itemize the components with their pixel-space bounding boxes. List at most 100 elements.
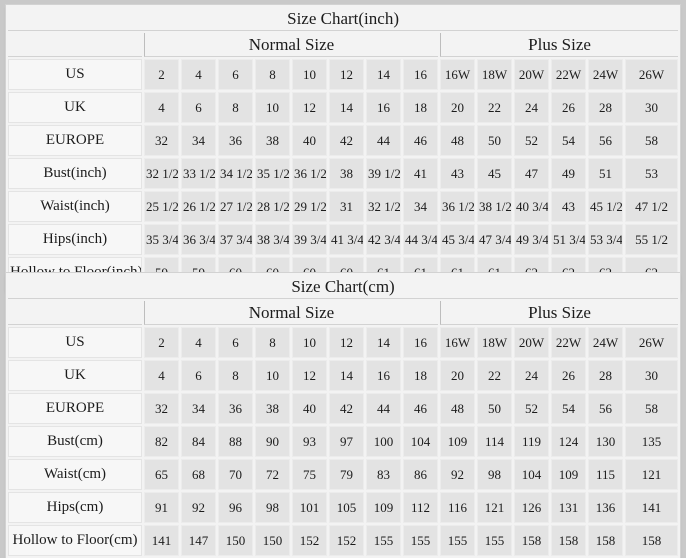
table-row: UK 4 6 8 10 12 14 16 18 20 22 24 26 28 30 xyxy=(8,92,679,123)
size-value-cell: 49 xyxy=(551,158,586,189)
size-value-cell: 45 xyxy=(477,158,512,189)
size-value-cell: 41 3/4 xyxy=(329,224,364,255)
size-value-cell: 121 xyxy=(477,492,512,523)
table-row: US 2 4 6 8 10 12 14 16 16W 18W 20W 22W 24W 26W xyxy=(8,327,679,358)
table-row: Waist(cm) 65 68 70 72 75 79 83 86 92 98 104 109 115 12… xyxy=(8,459,679,490)
size-value-cell: 36 xyxy=(218,393,253,424)
table-row: US 2 4 6 8 10 12 14 16 16W 18W 20W 22W 24W 26W xyxy=(8,59,679,90)
size-value-cell: 10 xyxy=(292,59,327,90)
size-value-cell: 56 xyxy=(588,125,623,156)
size-value-cell: 40 xyxy=(292,393,327,424)
size-value-cell: 10 xyxy=(255,360,290,391)
size-value-cell: 38 1/2 xyxy=(477,191,512,222)
corner-cell xyxy=(8,301,142,325)
size-value-cell: 115 xyxy=(588,459,623,490)
corner-cell xyxy=(8,33,142,57)
size-value-cell: 51 3/4 xyxy=(551,224,586,255)
size-value-cell: 12 xyxy=(329,327,364,358)
size-value-cell: 14 xyxy=(366,327,401,358)
size-value-cell: 12 xyxy=(292,360,327,391)
row-label: Hips(cm) xyxy=(8,492,142,523)
size-value-cell: 58 xyxy=(625,125,679,156)
size-value-cell: 16 xyxy=(403,327,438,358)
table-row: Hips(inch) 35 3/4 36 3/4 37 3/4 38 3/4 39 3/4… xyxy=(8,224,679,255)
size-value-cell: 84 xyxy=(181,426,216,457)
size-value-cell: 36 1/2 xyxy=(440,191,475,222)
row-label: Waist(cm) xyxy=(8,459,142,490)
size-value-cell: 14 xyxy=(329,360,364,391)
size-value-cell: 68 xyxy=(181,459,216,490)
size-value-cell: 26W xyxy=(625,327,679,358)
size-value-cell: 50 xyxy=(477,393,512,424)
size-value-cell: 12 xyxy=(329,59,364,90)
size-value-cell: 33 1/2 xyxy=(181,158,216,189)
page-background: Size Chart(inch) Normal Size Plus Size US 2 4… xyxy=(6,5,681,558)
size-value-cell: 32 1/2 xyxy=(144,158,179,189)
row-label: US xyxy=(8,59,142,90)
size-value-cell: 131 xyxy=(551,492,586,523)
size-chart-cm-table: Size Chart(cm) Normal Size Plus Size US 2 4 6 8… xyxy=(6,273,681,558)
size-value-cell: 39 1/2 xyxy=(366,158,401,189)
size-value-cell: 38 xyxy=(329,158,364,189)
size-value-cell: 2 xyxy=(144,327,179,358)
size-value-cell: 35 1/2 xyxy=(255,158,290,189)
size-value-cell: 8 xyxy=(255,327,290,358)
size-value-cell: 6 xyxy=(218,327,253,358)
size-value-cell: 34 xyxy=(181,393,216,424)
size-value-cell: 43 xyxy=(440,158,475,189)
size-value-cell: 45 3/4 xyxy=(440,224,475,255)
size-value-cell: 54 xyxy=(551,393,586,424)
size-value-cell: 28 xyxy=(588,92,623,123)
size-value-cell: 119 xyxy=(514,426,549,457)
size-value-cell: 52 xyxy=(514,125,549,156)
size-value-cell: 10 xyxy=(292,327,327,358)
size-value-cell: 44 xyxy=(366,393,401,424)
size-value-cell: 16 xyxy=(366,92,401,123)
size-value-cell: 56 xyxy=(588,393,623,424)
table-row: Hips(cm) 91 92 96 98 101 105 109 112 116 121 126 131… xyxy=(8,492,679,523)
size-value-cell: 16W xyxy=(440,327,475,358)
size-value-cell: 14 xyxy=(366,59,401,90)
size-value-cell: 18 xyxy=(403,360,438,391)
chart-title: Size Chart(inch) xyxy=(8,7,679,31)
size-value-cell: 92 xyxy=(181,492,216,523)
size-value-cell: 20 xyxy=(440,360,475,391)
row-label: Bust(cm) xyxy=(8,426,142,457)
size-value-cell: 86 xyxy=(403,459,438,490)
table-row: Bust(cm) 82 84 88 90 93 97 100 104 109 114 119 124 13… xyxy=(8,426,679,457)
size-value-cell: 109 xyxy=(366,492,401,523)
size-value-cell: 6 xyxy=(218,59,253,90)
size-value-cell: 16W xyxy=(440,59,475,90)
size-value-cell: 29 1/2 xyxy=(292,191,327,222)
size-value-cell: 28 xyxy=(588,360,623,391)
row-label: UK xyxy=(8,92,142,123)
size-chart-inch-table: Size Chart(inch) Normal Size Plus Size US 2 4… xyxy=(6,5,681,290)
size-value-cell: 53 3/4 xyxy=(588,224,623,255)
size-value-cell: 32 xyxy=(144,125,179,156)
chart-title: Size Chart(cm) xyxy=(8,275,679,299)
size-value-cell: 45 1/2 xyxy=(588,191,623,222)
size-value-cell: 42 xyxy=(329,125,364,156)
size-value-cell: 91 xyxy=(144,492,179,523)
size-value-cell: 83 xyxy=(366,459,401,490)
size-value-cell: 42 3/4 xyxy=(366,224,401,255)
size-value-cell: 40 3/4 xyxy=(514,191,549,222)
size-value-cell: 101 xyxy=(292,492,327,523)
size-value-cell: 58 xyxy=(625,393,679,424)
size-value-cell: 70 xyxy=(218,459,253,490)
size-value-cell: 47 xyxy=(514,158,549,189)
size-value-cell: 141 xyxy=(625,492,679,523)
size-value-cell: 20 xyxy=(440,92,475,123)
group-header-plus-size: Plus Size xyxy=(440,33,679,57)
size-value-cell: 24 xyxy=(514,360,549,391)
size-value-cell: 93 xyxy=(292,426,327,457)
size-value-cell: 2 xyxy=(144,59,179,90)
size-value-cell: 18W xyxy=(477,327,512,358)
size-value-cell: 52 xyxy=(514,393,549,424)
size-value-cell: 8 xyxy=(218,360,253,391)
size-value-cell: 22W xyxy=(551,327,586,358)
size-value-cell: 18W xyxy=(477,59,512,90)
group-header-plus-size: Plus Size xyxy=(440,301,679,325)
size-value-cell: 124 xyxy=(551,426,586,457)
size-value-cell: 14 xyxy=(329,92,364,123)
